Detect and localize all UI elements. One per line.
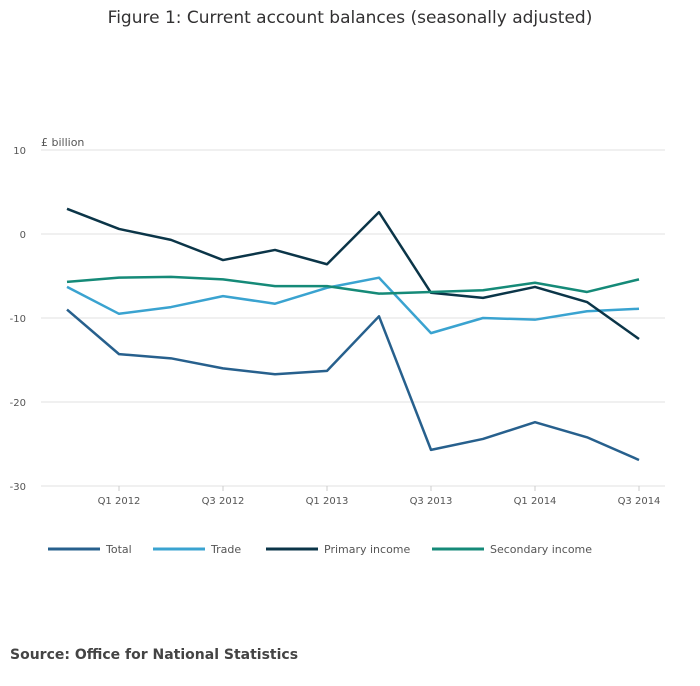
legend-label: Secondary income — [490, 543, 592, 556]
y-tick-label: -30 — [10, 482, 26, 493]
source: Source: Office for National Statistics — [10, 647, 298, 663]
x-tick-label: Q1 2014 — [514, 496, 557, 507]
y-tick-label: 0 — [20, 230, 26, 241]
legend-label: Trade — [210, 543, 241, 556]
y-tick-label: 10 — [13, 146, 26, 157]
x-tick-label: Q1 2012 — [98, 496, 141, 507]
y-axis-label: £ billion — [41, 136, 84, 149]
series-line — [66, 275, 640, 295]
x-tick-label: Q3 2014 — [618, 496, 661, 507]
x-tick-label: Q3 2013 — [410, 496, 453, 507]
legend-label: Primary income — [324, 543, 411, 556]
y-tick-label: -20 — [10, 398, 26, 409]
series-line — [66, 308, 640, 462]
x-tick-label: Q1 2013 — [306, 496, 349, 507]
y-tick-label: -10 — [10, 314, 26, 325]
legend-label: Total — [105, 543, 132, 556]
x-tick-label: Q3 2012 — [202, 496, 245, 507]
chart-title: Figure 1: Current account balances (seas… — [108, 8, 593, 28]
series-line — [66, 276, 640, 335]
series-line — [66, 207, 640, 341]
